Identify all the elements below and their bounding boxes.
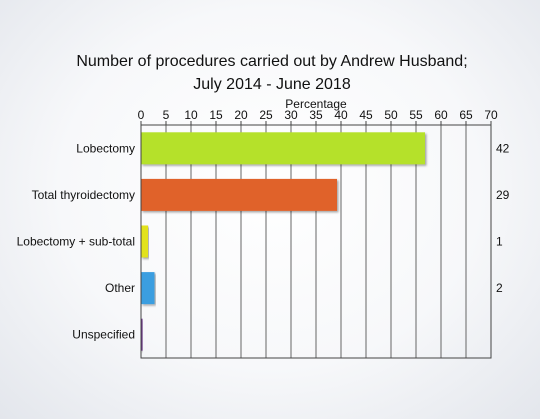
count-label: 2 [496, 281, 503, 295]
x-tick-label: 60 [434, 108, 448, 122]
x-tick-label: 50 [384, 108, 398, 122]
count-label: 29 [496, 188, 510, 202]
x-tick-label: 65 [459, 108, 473, 122]
x-tick-label: 15 [209, 108, 223, 122]
bars [141, 132, 425, 351]
x-tick-label: 0 [138, 108, 145, 122]
x-tick-label: 35 [309, 108, 323, 122]
plot-frame [140, 124, 492, 359]
category-labels: Lobectomy Total thyroidectomy Lobectomy + … [17, 141, 135, 341]
x-tick-labels: 0 5 10 15 20 25 30 35 40 45 50 55 60 65 70 [138, 108, 498, 122]
count-label: 1 [496, 235, 503, 249]
category-label: Lobectomy + sub-total [17, 235, 135, 249]
category-label: Unspecified [72, 328, 135, 342]
bar-other [141, 272, 155, 305]
x-tick-label: 10 [184, 108, 198, 122]
bar-total-thyroidectomy [141, 178, 337, 211]
x-tick-label: 45 [359, 108, 373, 122]
category-label: Other [105, 281, 135, 295]
x-tick-label: 5 [163, 108, 170, 122]
bar-lobectomy [141, 132, 425, 165]
x-tick-label: 55 [409, 108, 423, 122]
chart-title-line-1: Number of procedures carried out by Andr… [76, 53, 467, 70]
x-axis-label: Percentage [285, 97, 347, 111]
count-label: 42 [496, 141, 510, 155]
chart-title-line-2: July 2014 - June 2018 [193, 76, 351, 93]
x-tick-label: 70 [484, 108, 498, 122]
bar-lobectomy-sub-total [141, 225, 148, 258]
x-tick-label: 40 [334, 108, 348, 122]
x-tick-label: 30 [284, 108, 298, 122]
category-label: Total thyroidectomy [32, 188, 135, 202]
x-tick-label: 25 [259, 108, 273, 122]
x-tick-label: 20 [234, 108, 248, 122]
category-label: Lobectomy [76, 141, 135, 155]
count-labels: 42 29 1 2 [496, 141, 510, 295]
bar-unspecified [141, 318, 143, 351]
